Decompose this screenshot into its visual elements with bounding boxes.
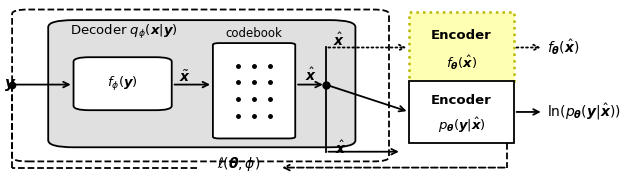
Text: $\boldsymbol{y}$: $\boldsymbol{y}$ [4,77,17,93]
Text: $\hat{\boldsymbol{x}}$: $\hat{\boldsymbol{x}}$ [305,67,317,84]
Text: Decoder $q_{\phi}(\boldsymbol{x}|\boldsymbol{y})$: Decoder $q_{\phi}(\boldsymbol{x}|\boldsy… [70,23,178,41]
Text: Encoder: Encoder [431,29,492,42]
Text: $\ell(\boldsymbol{\theta}, \phi)$: $\ell(\boldsymbol{\theta}, \phi)$ [216,155,260,173]
Text: codebook: codebook [226,27,282,40]
Text: $\hat{\boldsymbol{x}}$: $\hat{\boldsymbol{x}}$ [333,32,345,49]
FancyBboxPatch shape [409,81,514,143]
Text: $\tilde{\boldsymbol{x}}$: $\tilde{\boldsymbol{x}}$ [179,70,191,85]
Text: Encoder: Encoder [431,94,492,107]
Text: $\hat{\boldsymbol{x}}$: $\hat{\boldsymbol{x}}$ [335,140,347,157]
FancyBboxPatch shape [12,10,389,161]
FancyBboxPatch shape [48,20,355,147]
Text: $\ln(p_{\boldsymbol{\theta}}(\boldsymbol{y}|\hat{\boldsymbol{x}}))$: $\ln(p_{\boldsymbol{\theta}}(\boldsymbol… [547,102,620,122]
Text: $f_{\phi}(\boldsymbol{y})$: $f_{\phi}(\boldsymbol{y})$ [107,75,138,93]
Text: $f_{\boldsymbol{\theta}}(\hat{\boldsymbol{x}})$: $f_{\boldsymbol{\theta}}(\hat{\boldsymbo… [547,38,579,57]
Text: $f_{\boldsymbol{\theta}}(\hat{\boldsymbol{x}})$: $f_{\boldsymbol{\theta}}(\hat{\boldsymbo… [446,54,477,72]
Text: $p_{\boldsymbol{\theta}}(\boldsymbol{y}|\hat{\boldsymbol{x}})$: $p_{\boldsymbol{\theta}}(\boldsymbol{y}|… [438,116,486,135]
FancyBboxPatch shape [409,12,514,83]
FancyBboxPatch shape [213,43,295,138]
FancyBboxPatch shape [74,57,172,110]
